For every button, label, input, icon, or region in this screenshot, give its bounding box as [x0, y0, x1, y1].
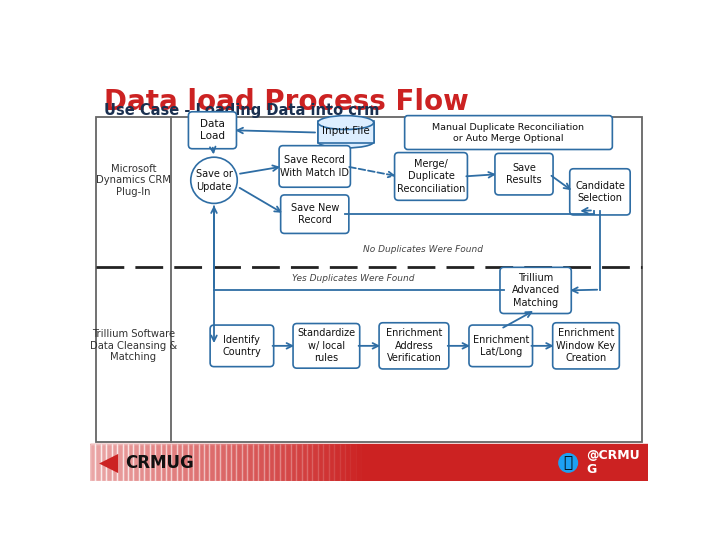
Bar: [269, 444, 274, 481]
Bar: [318, 444, 323, 481]
Bar: [122, 444, 128, 481]
Bar: [204, 444, 210, 481]
Text: Enrichment
Window Key
Creation: Enrichment Window Key Creation: [557, 328, 616, 363]
FancyBboxPatch shape: [469, 325, 533, 367]
Bar: [177, 444, 182, 481]
Bar: [193, 444, 199, 481]
Bar: [199, 444, 204, 481]
Bar: [139, 444, 144, 481]
FancyBboxPatch shape: [189, 112, 236, 149]
Bar: [274, 444, 280, 481]
Bar: [242, 444, 248, 481]
Bar: [248, 444, 253, 481]
Ellipse shape: [318, 116, 374, 130]
Bar: [144, 444, 150, 481]
Bar: [351, 444, 356, 481]
Text: Enrichment
Address
Verification: Enrichment Address Verification: [386, 328, 442, 363]
Bar: [318, 123, 374, 142]
Bar: [171, 444, 177, 481]
Text: Yes Duplicates Were Found: Yes Duplicates Were Found: [292, 274, 415, 284]
Bar: [280, 444, 285, 481]
Bar: [356, 444, 361, 481]
Bar: [253, 444, 258, 481]
Bar: [318, 121, 374, 143]
Text: Data load Process Flow: Data load Process Flow: [104, 88, 469, 116]
FancyBboxPatch shape: [281, 195, 349, 233]
FancyBboxPatch shape: [500, 267, 571, 314]
Bar: [220, 444, 225, 481]
Bar: [323, 444, 329, 481]
Bar: [264, 444, 269, 481]
Bar: [161, 444, 166, 481]
Bar: [345, 444, 351, 481]
Bar: [166, 444, 171, 481]
FancyBboxPatch shape: [395, 153, 467, 200]
Text: Input File: Input File: [322, 126, 369, 136]
Text: Microsoft
Dynamics CRM
Plug-In: Microsoft Dynamics CRM Plug-In: [96, 164, 171, 197]
Bar: [302, 444, 307, 481]
Bar: [210, 444, 215, 481]
Bar: [133, 444, 139, 481]
Bar: [307, 444, 312, 481]
FancyBboxPatch shape: [553, 323, 619, 369]
Text: No Duplicates Were Found: No Duplicates Were Found: [364, 245, 483, 254]
Bar: [150, 444, 155, 481]
Bar: [340, 444, 345, 481]
Bar: [231, 444, 236, 481]
Text: Trillium Software
Data Cleansing &
Matching: Trillium Software Data Cleansing & Match…: [90, 329, 177, 362]
Circle shape: [559, 454, 577, 472]
Text: Candidate
Selection: Candidate Selection: [575, 181, 625, 203]
Bar: [188, 444, 193, 481]
FancyBboxPatch shape: [279, 146, 351, 187]
Text: Merge/
Duplicate
Reconciliation: Merge/ Duplicate Reconciliation: [397, 159, 465, 194]
Bar: [155, 444, 161, 481]
Text: Save or
Update: Save or Update: [196, 169, 233, 192]
Text: Save Record
With Match ID: Save Record With Match ID: [280, 155, 349, 178]
Text: CRMUG: CRMUG: [125, 454, 194, 472]
Bar: [90, 444, 648, 481]
Ellipse shape: [318, 136, 374, 148]
FancyBboxPatch shape: [293, 323, 360, 368]
Bar: [128, 444, 133, 481]
Text: Save New
Record: Save New Record: [291, 203, 339, 225]
FancyBboxPatch shape: [379, 323, 449, 369]
Text: Identify
Country: Identify Country: [222, 335, 261, 357]
FancyBboxPatch shape: [495, 153, 553, 195]
Bar: [334, 444, 340, 481]
Text: Use Case - Loading Data into crm: Use Case - Loading Data into crm: [104, 103, 379, 118]
Bar: [112, 444, 117, 481]
Bar: [182, 444, 188, 481]
Text: Trillium
Advanced
Matching: Trillium Advanced Matching: [512, 273, 559, 308]
FancyBboxPatch shape: [210, 325, 274, 367]
Bar: [96, 444, 101, 481]
Bar: [225, 444, 231, 481]
Bar: [215, 444, 220, 481]
Text: Manual Duplicate Reconciliation
or Auto Merge Optional: Manual Duplicate Reconciliation or Auto …: [433, 123, 585, 143]
Bar: [117, 444, 122, 481]
Bar: [96, 117, 642, 442]
Text: ◀: ◀: [99, 451, 119, 475]
Bar: [107, 444, 112, 481]
Bar: [236, 444, 242, 481]
Bar: [329, 444, 334, 481]
Text: @CRMU
G: @CRMU G: [586, 449, 639, 476]
Bar: [296, 444, 302, 481]
Text: Standardize
w/ local
rules: Standardize w/ local rules: [297, 328, 356, 363]
Circle shape: [191, 157, 238, 204]
Text: Save
Results: Save Results: [506, 163, 542, 185]
Bar: [291, 444, 296, 481]
FancyBboxPatch shape: [570, 168, 630, 215]
Bar: [90, 444, 96, 481]
Bar: [101, 444, 107, 481]
Bar: [258, 444, 264, 481]
Text: Data
Load: Data Load: [200, 119, 225, 141]
FancyBboxPatch shape: [405, 116, 612, 150]
Bar: [285, 444, 291, 481]
Bar: [312, 444, 318, 481]
Text: 🐦: 🐦: [564, 455, 572, 470]
Text: Enrichment
Lat/Long: Enrichment Lat/Long: [472, 335, 529, 357]
